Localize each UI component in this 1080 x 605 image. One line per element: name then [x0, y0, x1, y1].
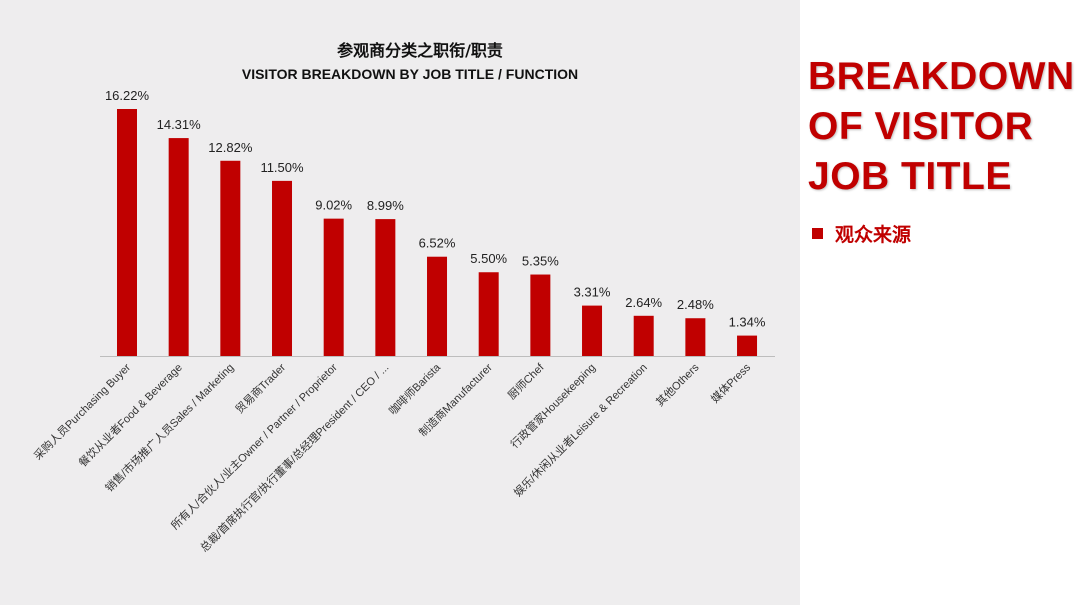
bar	[427, 256, 448, 356]
bar	[272, 180, 293, 356]
side-title-line: JOB TITLE	[808, 155, 1012, 198]
data-label: 14.31%	[157, 117, 202, 132]
side-panel: BREAKDOWN OF VISITOR JOB TITLE 观众来源	[808, 52, 1080, 247]
bullet-text: 观众来源	[835, 224, 912, 246]
category-label: 贸易商Trader	[232, 360, 288, 416]
bar	[220, 160, 241, 356]
bar	[375, 219, 396, 356]
data-label: 2.64%	[625, 295, 662, 310]
bar	[530, 274, 551, 356]
data-label: 16.22%	[105, 88, 150, 103]
side-title-line: BREAKDOWN	[808, 55, 1075, 98]
bar	[737, 335, 758, 356]
bar	[478, 272, 499, 356]
data-label: 1.34%	[729, 315, 766, 330]
data-label: 9.02%	[315, 198, 352, 213]
square-bullet-icon	[812, 228, 823, 239]
category-label: 总裁/首席执行官/执行董事/总经理President / CEO / ...	[197, 360, 391, 554]
chart-title: 参观商分类之职衔/职责	[337, 41, 503, 60]
bullet-item: 观众来源	[808, 220, 1080, 247]
data-label: 2.48%	[677, 297, 714, 312]
bar	[323, 218, 344, 356]
category-label: 厨师Chef	[505, 360, 547, 402]
category-label: 采购人员Purchasing Buyer	[31, 360, 134, 463]
bar-chart: 参观商分类之职衔/职责 VISITOR BREAKDOWN BY JOB TIT…	[31, 41, 775, 555]
data-label: 3.31%	[574, 285, 611, 300]
bar	[168, 138, 189, 356]
data-label: 6.52%	[419, 236, 456, 251]
category-label: 媒体Press	[708, 360, 754, 406]
data-label: 5.35%	[522, 254, 559, 269]
data-label: 5.50%	[470, 251, 507, 266]
category-label: 餐饮从业者Food & Beverage	[75, 360, 184, 469]
data-label: 11.50%	[260, 160, 304, 175]
category-label: 其他Others	[653, 361, 701, 409]
side-title: BREAKDOWN OF VISITOR JOB TITLE	[808, 52, 1080, 202]
chart-panel: 参观商分类之职衔/职责 VISITOR BREAKDOWN BY JOB TIT…	[0, 0, 800, 605]
bar	[685, 318, 706, 356]
data-label: 12.82%	[208, 140, 253, 155]
category-label: 行政管家Housekeeping	[507, 360, 598, 451]
data-label: 8.99%	[367, 198, 404, 213]
chart-subtitle: VISITOR BREAKDOWN BY JOB TITLE / FUNCTIO…	[242, 66, 578, 82]
bar	[633, 315, 654, 356]
side-title-line: OF VISITOR	[808, 105, 1034, 148]
bar	[117, 109, 137, 356]
bar	[582, 305, 603, 356]
category-label: 咖啡师Barista	[386, 360, 444, 418]
